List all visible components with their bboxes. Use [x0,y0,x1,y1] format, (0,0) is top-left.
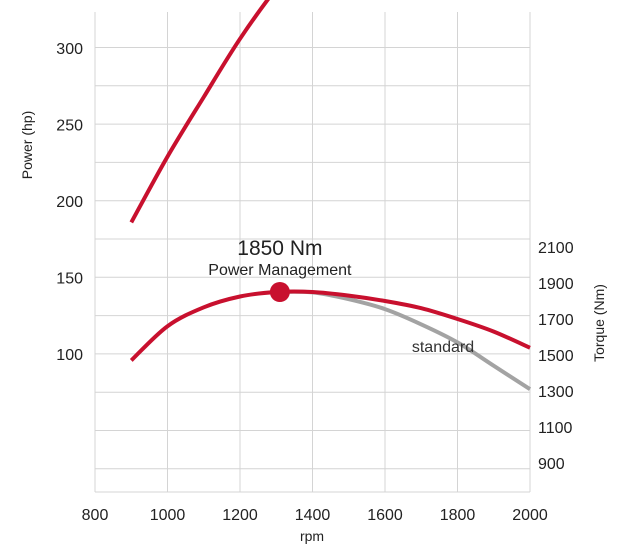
torque-tick-label: 2100 [538,240,574,257]
torque-tick-label: 1500 [538,348,574,365]
rpm-tick-label: 1600 [367,507,403,524]
series-label-standard: standard [412,339,474,356]
torque-peak-value: 1850 Nm [237,237,322,260]
torque-axis-ticks: 900 1100 1300 1500 1700 1900 2100 [538,240,574,473]
rpm-tick-label: 1000 [150,507,186,524]
power-tick-label: 150 [56,271,83,288]
torque-axis-title: Torque (Nm) [591,284,607,362]
power-axis-ticks: 100150200250300350400450500 [56,41,83,364]
torque-tick-label: 1100 [538,420,573,437]
torque-peak-marker [269,282,290,302]
grid [94,12,531,493]
rpm-tick-label: 800 [82,507,109,524]
rpm-axis-ticks: 800 1000 1200 1400 1600 1800 2000 [82,507,548,524]
torque-tick-label: 900 [538,456,565,473]
rpm-tick-label: 1800 [440,507,476,524]
power-tick-label: 250 [56,118,83,135]
power-axis-title: Power (hp) [19,111,35,179]
torque-tick-label: 1300 [538,384,574,401]
series-labels: unboostedstandard [412,339,474,356]
rpm-tick-label: 2000 [512,507,548,524]
power-tick-label: 200 [56,194,83,211]
power-tick-label: 100 [56,347,83,364]
torque-curve-standard [276,289,532,391]
power-tick-label: 300 [56,41,83,58]
torque-tick-label: 1700 [538,312,574,329]
torque-curve-power-management [129,289,531,362]
rpm-tick-label: 1400 [295,507,331,524]
rpm-tick-label: 1200 [222,507,258,524]
rpm-axis-title: rpm [300,528,324,544]
torque-tick-label: 1900 [538,276,574,293]
series [129,0,532,391]
power-curve-boosted [129,0,270,224]
torque-peak-caption: Power Management [208,262,352,279]
